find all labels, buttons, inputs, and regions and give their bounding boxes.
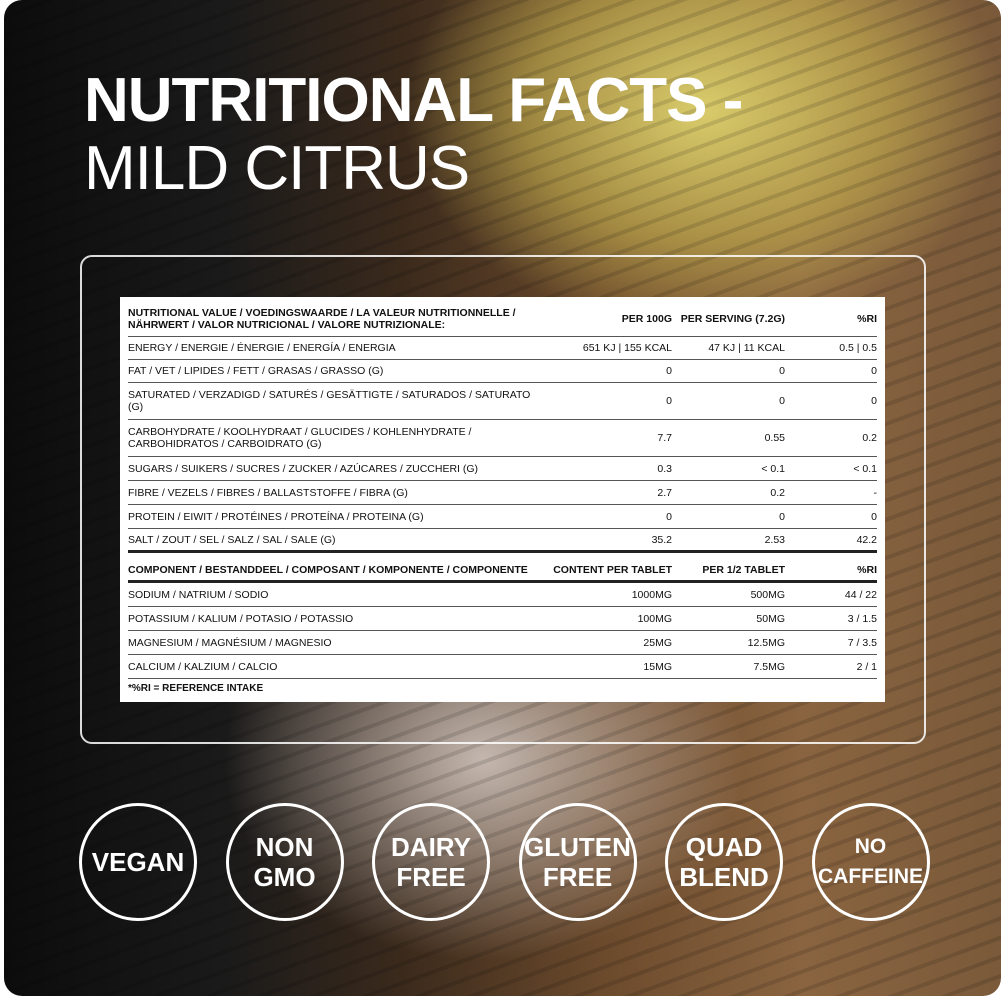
cell-c2: 50MG — [756, 612, 785, 625]
table-row: CARBOHYDRATE / KOOLHYDRAAT / GLUCIDES / … — [128, 420, 877, 457]
cell-c1: 651 KJ | 155 KCAL — [582, 342, 672, 354]
cell-c1: 2.7 — [657, 486, 672, 499]
cell-c3: %RI — [857, 312, 877, 325]
cell-c3: %RI — [857, 563, 877, 576]
cell-lbl: SUGARS / SUIKERS / SUCRES / ZUCKER / AZÚ… — [128, 462, 479, 475]
cell-c2: PER SERVING (7.2G) — [680, 312, 785, 325]
cell-lbl: SODIUM / NATRIUM / SODIO — [128, 588, 269, 601]
cell-c3: - — [873, 486, 878, 499]
cell-c2: 2.53 — [764, 533, 785, 546]
table-row: POTASSIUM / KALIUM / POTASIO / POTASSIO 1… — [128, 607, 877, 631]
cell-lbl: PROTEIN / EIWIT / PROTÉINES / PROTEÍNA /… — [128, 510, 424, 523]
cell-c3: 0 — [871, 365, 877, 377]
table-row: SATURATED / VERZADIGD / SATURÉS / GESÄTT… — [128, 383, 877, 420]
cell-c2: PER 1/2 TABLET — [702, 563, 785, 576]
badge-no-caffeine: NO CAFFEINE — [811, 803, 930, 921]
cell-c2: 7.5MG — [753, 660, 785, 673]
badge-gluten-free: GLUTEN FREE — [518, 803, 637, 921]
cell-lbl: ENERGY / ENERGIE / ÉNERGIE / ENERGÍA / E… — [128, 342, 396, 354]
cell-c2: 0.2 — [770, 486, 785, 499]
cell-c3: 3 / 1.5 — [847, 612, 877, 625]
cell-c3: 2 / 1 — [856, 660, 877, 673]
cell-c1: 0 — [666, 510, 672, 523]
badge-quad-blend: QUAD BLEND — [665, 803, 783, 921]
cell-c2: 12.5MG — [747, 636, 785, 649]
cell-c2: 500MG — [750, 588, 785, 601]
cell-c2: < 0.1 — [761, 462, 785, 475]
footnote: *%RI = REFERENCE INTAKE — [128, 683, 264, 694]
table-row: CALCIUM / KALZIUM / CALCIO 15MG 7.5MG 2 / 1 — [128, 655, 877, 679]
cell-c2: 47 KJ | 11 KCAL — [708, 342, 785, 354]
table-row: MAGNESIUM / MAGNÉSIUM / MAGNESIO 25MG 12.5… — [128, 631, 877, 655]
cell-lbl: CALCIUM / KALZIUM / CALCIO — [128, 660, 278, 673]
cell-lbl: MAGNESIUM / MAGNÉSIUM / MAGNESIO — [128, 636, 332, 649]
cell-c1: 100MG — [637, 612, 672, 625]
table-row: SALT / ZOUT / SEL / SALZ / SAL / SALE (G… — [128, 529, 877, 553]
cell-c2: 0 — [779, 395, 785, 407]
cell-c1: 7.7 — [657, 432, 672, 444]
cell-lbl: FIBRE / VEZELS / FIBRES / BALLASTSTOFFE … — [128, 486, 408, 499]
cell-c1: 1000MG — [631, 588, 672, 601]
cell-c3: 44 / 22 — [844, 588, 877, 601]
cell-c3: 0.5 | 0.5 — [839, 342, 877, 354]
cell-c2: 0 — [779, 510, 785, 523]
table-row: NUTRITIONAL VALUE / VOEDINGSWAARDE / LA … — [128, 301, 877, 337]
title-line-2: MILD CITRUS — [84, 134, 470, 203]
cell-lbl: FAT / VET / LIPIDES / FETT / GRASAS / GR… — [128, 365, 384, 377]
badge-non-gmo: NON GMO — [225, 803, 344, 921]
cell-lbl: COMPONENT / BESTANDDEEL / COMPOSANT / KO… — [128, 563, 528, 576]
cell-lbl: CARBOHYDRATE / KOOLHYDRAAT / GLUCIDES / … — [128, 426, 472, 450]
cell-c1: 0 — [666, 365, 672, 377]
cell-c3: 7 / 3.5 — [847, 636, 877, 649]
cell-c3: 0 — [871, 510, 877, 523]
cell-c2: 0.55 — [764, 432, 785, 444]
cell-c3: < 0.1 — [853, 462, 877, 475]
product-image-background: NUTRITIONAL FACTS - MILD CITRUS NUTRITIO… — [4, 0, 1001, 996]
table-row: PROTEIN / EIWIT / PROTÉINES / PROTEÍNA /… — [128, 505, 877, 529]
cell-c1: PER 100G — [621, 312, 672, 325]
cell-c1: 0.3 — [657, 462, 672, 475]
title-line-1: NUTRITIONAL FACTS - — [84, 66, 743, 135]
cell-c3: 0 — [871, 395, 877, 407]
table-row: ENERGY / ENERGIE / ÉNERGIE / ENERGÍA / E… — [128, 337, 877, 360]
cell-lbl: SATURATED / VERZADIGD / SATURÉS / GESÄTT… — [128, 389, 531, 413]
table-row: SODIUM / NATRIUM / SODIO 1000MG 500MG 44 / … — [128, 583, 877, 607]
table-frame — [80, 255, 926, 744]
cell-c1: 0 — [666, 395, 672, 407]
cell-lbl: POTASSIUM / KALIUM / POTASIO / POTASSIO — [128, 612, 354, 625]
cell-c3: 0.2 — [862, 432, 877, 444]
table-row: FAT / VET / LIPIDES / FETT / GRASAS / GR… — [128, 360, 877, 383]
badge-vegan: VEGAN — [79, 803, 197, 921]
badge-dairy-free: DAIRY FREE — [372, 803, 490, 921]
cell-c1: 25MG — [643, 636, 672, 649]
nutrition-table: NUTRITIONAL VALUE / VOEDINGSWAARDE / LA … — [120, 297, 885, 702]
table-row: FIBRE / VEZELS / FIBRES / BALLASTSTOFFE … — [128, 481, 877, 505]
cell-lbl: NUTRITIONAL VALUE / VOEDINGSWAARDE / LA … — [128, 306, 516, 331]
cell-c2: 0 — [779, 365, 785, 377]
cell-c1: CONTENT PER TABLET — [553, 563, 672, 576]
cell-c1: 35.2 — [651, 533, 672, 546]
table-row: SUGARS / SUIKERS / SUCRES / ZUCKER / AZÚ… — [128, 457, 877, 481]
table-row: COMPONENT / BESTANDDEEL / COMPOSANT / KO… — [128, 559, 877, 583]
cell-c3: 42.2 — [856, 533, 877, 546]
cell-c1: 15MG — [643, 660, 672, 673]
cell-lbl: SALT / ZOUT / SEL / SALZ / SAL / SALE (G… — [128, 533, 336, 546]
